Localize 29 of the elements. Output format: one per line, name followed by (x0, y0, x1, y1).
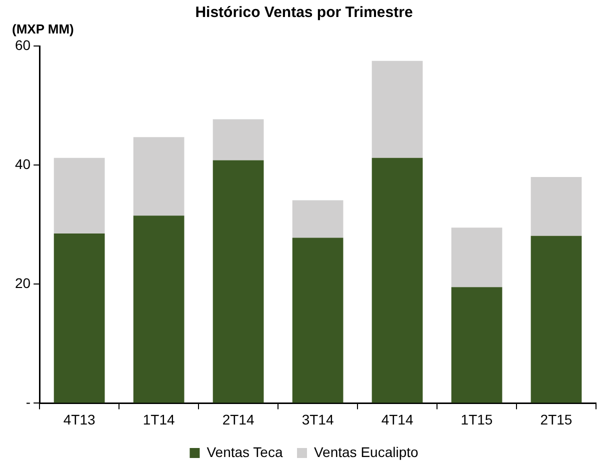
bar (451, 287, 502, 403)
x-tick-label: 1T15 (460, 411, 493, 428)
y-tick-label: 40 (14, 156, 31, 172)
bar (372, 60, 423, 158)
x-tick-label: 1T14 (142, 411, 175, 428)
bar (212, 119, 264, 160)
y-tick-label: - (26, 394, 31, 410)
bar (292, 238, 344, 403)
chart-title: Histórico Ventas por Trimestre (195, 4, 413, 22)
bar (530, 236, 582, 403)
bar (54, 158, 105, 234)
x-tick-label: 4T14 (381, 411, 414, 428)
x-tick-label: 2T15 (540, 411, 572, 428)
bar (530, 176, 582, 236)
legend-label: Ventas Teca (206, 444, 283, 460)
y-tick-label: 60 (14, 36, 31, 53)
x-tick-label: 3T14 (302, 411, 334, 428)
bar (292, 200, 344, 238)
x-tick-label: 4T13 (63, 411, 96, 428)
bar (451, 228, 502, 288)
y-axis-title: (MXP MM) (12, 22, 74, 37)
bar (54, 234, 105, 403)
x-tick-label: 2T14 (222, 411, 254, 428)
bar (133, 137, 184, 216)
bar (212, 160, 264, 403)
y-tick-label: 20 (14, 274, 31, 291)
bar (133, 216, 184, 403)
legend-label: Ventas Eucalipto (314, 444, 418, 460)
bar (372, 158, 423, 403)
